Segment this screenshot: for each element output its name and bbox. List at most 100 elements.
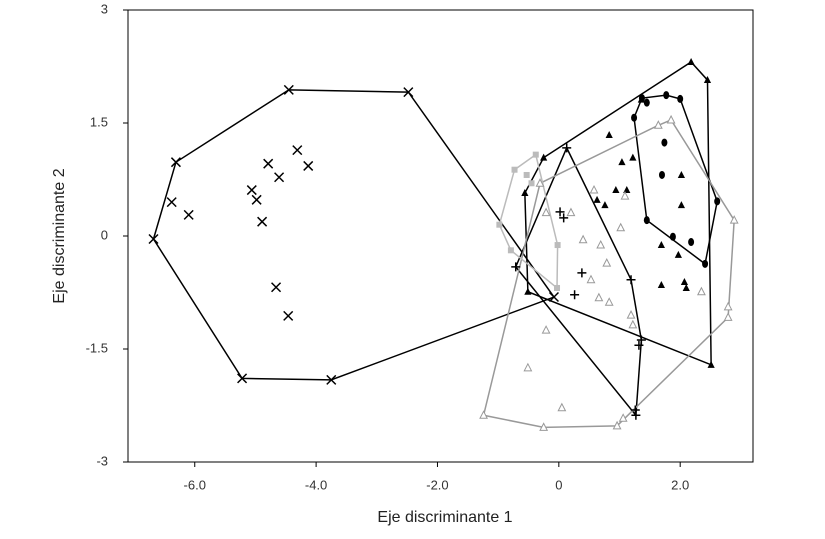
- square-marker: [554, 284, 561, 291]
- circle-marker: [658, 170, 665, 179]
- data-point: [511, 262, 521, 272]
- triangle-marker: [674, 250, 682, 258]
- data-point: [687, 57, 695, 65]
- open-triangle-marker: [539, 422, 549, 431]
- data-point: [626, 310, 636, 319]
- data-point: [669, 232, 676, 241]
- open-triangle-marker: [602, 258, 612, 267]
- group-hull: [633, 94, 718, 266]
- data-point: [523, 171, 530, 178]
- plus-marker: [555, 207, 565, 217]
- data-point: [521, 189, 529, 197]
- y-tick-label: 3: [101, 1, 108, 16]
- data-point: [586, 274, 596, 284]
- triangle-marker: [677, 170, 685, 178]
- triangle-marker: [524, 287, 532, 295]
- data-point: [578, 234, 588, 244]
- y-tick-label: -1.5: [86, 340, 108, 355]
- x-marker: [274, 172, 285, 183]
- data-point: [634, 340, 644, 350]
- data-point: [528, 180, 535, 187]
- square-marker: [532, 151, 539, 158]
- open-triangle-marker: [604, 297, 614, 306]
- data-point: [166, 197, 177, 208]
- data-point: [620, 190, 630, 200]
- open-triangle-marker: [653, 120, 663, 129]
- data-point: [554, 242, 561, 249]
- data-point: [511, 166, 518, 173]
- data-point: [638, 94, 645, 103]
- data-point: [507, 247, 514, 254]
- x-marker: [257, 216, 268, 227]
- data-point: [616, 222, 626, 232]
- data-point: [539, 422, 549, 431]
- group-hull: [514, 146, 643, 418]
- triangle-marker: [703, 76, 712, 84]
- triangle-marker: [677, 201, 685, 209]
- x-marker: [183, 209, 194, 220]
- triangle-marker: [605, 131, 613, 139]
- data-point: [283, 310, 294, 321]
- data-point: [661, 138, 668, 147]
- open-triangle-marker: [586, 274, 596, 284]
- open-triangle-marker: [557, 402, 567, 412]
- x-marker: [170, 157, 181, 168]
- y-tick-label: 0: [101, 227, 108, 242]
- triangle-marker: [540, 153, 548, 161]
- data-point: [604, 297, 614, 306]
- data-point: [677, 94, 684, 103]
- x-marker: [246, 185, 257, 196]
- open-triangle-marker: [616, 222, 626, 232]
- triangle-marker: [682, 283, 690, 291]
- circle-marker: [669, 232, 676, 241]
- data-point: [723, 301, 733, 311]
- circle-marker: [688, 238, 695, 247]
- data-point: [496, 221, 503, 228]
- data-point: [148, 233, 159, 245]
- data-point: [557, 402, 567, 412]
- open-triangle-marker: [523, 362, 533, 372]
- plot-frame: [127, 9, 754, 463]
- data-point: [541, 325, 551, 334]
- data-point: [593, 195, 601, 203]
- triangle-marker: [618, 158, 626, 166]
- data-point: [612, 186, 620, 194]
- data-point: [723, 312, 733, 321]
- data-point: [524, 287, 532, 295]
- open-triangle-marker: [666, 114, 676, 124]
- data-point: [535, 178, 545, 187]
- data-point: [631, 113, 638, 122]
- square-marker: [507, 247, 514, 254]
- triangle-marker: [657, 280, 665, 288]
- data-point: [274, 172, 285, 183]
- data-point: [663, 91, 670, 100]
- circle-marker: [643, 98, 650, 107]
- triangle-marker: [680, 277, 689, 285]
- data-point: [629, 153, 637, 161]
- circle-marker: [638, 94, 645, 103]
- data-point: [303, 160, 314, 171]
- open-triangle-marker: [566, 207, 576, 217]
- data-point: [523, 362, 533, 372]
- open-triangle-marker: [541, 207, 551, 217]
- data-point: [540, 153, 548, 161]
- x-marker: [548, 291, 560, 303]
- square-marker: [496, 221, 503, 228]
- triangle-marker: [687, 57, 695, 65]
- data-point: [601, 201, 609, 209]
- circle-marker: [661, 138, 668, 147]
- triangle-marker: [601, 201, 609, 209]
- data-point: [628, 319, 638, 329]
- data-point: [729, 215, 739, 224]
- x-marker: [148, 233, 159, 245]
- square-marker: [523, 171, 530, 178]
- data-point: [688, 238, 695, 247]
- data-point: [623, 186, 631, 194]
- x-marker: [292, 145, 303, 156]
- plus-marker: [577, 268, 587, 278]
- x-marker: [403, 87, 414, 98]
- open-triangle-marker: [596, 239, 606, 249]
- data-point: [271, 282, 282, 293]
- data-point: [618, 413, 628, 422]
- open-triangle-marker: [697, 286, 706, 296]
